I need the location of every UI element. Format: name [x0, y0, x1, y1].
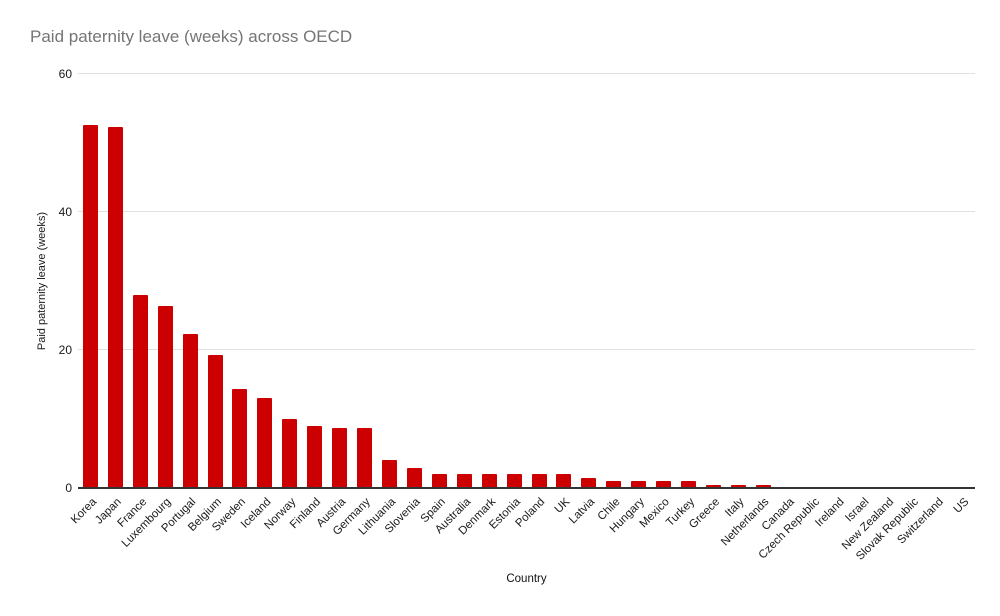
- bar-netherlands: [755, 485, 771, 488]
- gridline-60: [78, 73, 975, 74]
- x-tick-label-us: US: [951, 496, 972, 516]
- bar-luxembourg: [157, 305, 173, 488]
- bar-slot: [327, 74, 352, 488]
- x-label-slot: Greece: [687, 488, 726, 568]
- bar-poland: [531, 474, 547, 488]
- bar-slot: [676, 74, 701, 488]
- chart-title: Paid paternity leave (weeks) across OECD: [30, 27, 353, 46]
- bar-slot: [203, 74, 228, 488]
- y-tick-label-20: 20: [58, 343, 72, 358]
- bar-slot: [452, 74, 477, 488]
- bar-slot: [377, 74, 402, 488]
- bars-row: [78, 74, 975, 488]
- bar-slovenia: [406, 468, 422, 488]
- x-label-slot: Latvia: [567, 488, 601, 568]
- bar-slot: [477, 74, 502, 488]
- bar-slot: [826, 74, 851, 488]
- bar-slot: [701, 74, 726, 488]
- y-axis-ticks: 0 20 40 60: [0, 68, 72, 494]
- bar-latvia: [581, 478, 597, 488]
- bar-france: [132, 294, 148, 488]
- x-label-slot: Switzerland: [896, 488, 950, 568]
- bar-chile: [606, 481, 622, 488]
- bar-slot: [153, 74, 178, 488]
- bar-slot: [427, 74, 452, 488]
- gridline-40: [78, 211, 975, 213]
- x-axis-title: Country: [506, 573, 547, 585]
- x-label-slot: UK: [552, 488, 577, 568]
- bar-slot: [302, 74, 327, 488]
- bar-finland: [307, 425, 323, 488]
- bar-turkey: [681, 481, 697, 488]
- bar-lithuania: [382, 460, 398, 488]
- bar-slot: [776, 74, 801, 488]
- bar-slot: [576, 74, 601, 488]
- bar-slot: [876, 74, 901, 488]
- bar-slot: [801, 74, 826, 488]
- bar-slot: [552, 74, 577, 488]
- bar-slot: [103, 74, 128, 488]
- gridline-20: [78, 349, 975, 351]
- x-tick-label-korea: Korea: [68, 496, 99, 527]
- bar-slot: [78, 74, 103, 488]
- x-label-slot: Ireland: [813, 488, 851, 568]
- y-tick-label-60: 60: [58, 67, 72, 81]
- x-label-slot: Korea: [69, 488, 103, 568]
- bar-denmark: [481, 474, 497, 488]
- bar-slot: [352, 74, 377, 488]
- x-tick-label-uk: UK: [552, 496, 573, 516]
- bar-spain: [431, 473, 447, 488]
- bar-slot: [900, 74, 925, 488]
- bar-korea: [82, 125, 98, 488]
- bar-greece: [706, 485, 721, 488]
- bar-slot: [950, 74, 975, 488]
- y-tick-label-40: 40: [58, 205, 72, 220]
- bar-estonia: [506, 474, 522, 488]
- bar-slot: [277, 74, 302, 488]
- bar-mexico: [656, 481, 672, 488]
- bar-uk: [556, 474, 572, 488]
- bar-norway: [282, 419, 298, 488]
- bar-iceland: [257, 398, 273, 488]
- bar-slot: [402, 74, 427, 488]
- bar-slot: [178, 74, 203, 488]
- bar-slot: [651, 74, 676, 488]
- bar-slot: [502, 74, 527, 488]
- bar-japan: [107, 127, 123, 488]
- bar-portugal: [182, 334, 198, 488]
- bar-slot: [601, 74, 626, 488]
- bar-slot: [128, 74, 153, 488]
- x-label-slot: Poland: [514, 488, 552, 568]
- bar-italy: [730, 485, 746, 488]
- bar-slot: [626, 74, 651, 488]
- bar-australia: [456, 474, 472, 488]
- x-axis-labels: Korea Japan France Luxembourg Portugal Belgiu…: [69, 488, 975, 568]
- x-label-slot: US: [950, 488, 975, 568]
- bar-slot: [751, 74, 776, 488]
- bar-slot: [527, 74, 552, 488]
- plot-area: [78, 73, 975, 489]
- bar-slot: [228, 74, 253, 488]
- bar-slot: [726, 74, 751, 488]
- bar-belgium: [207, 354, 223, 488]
- bar-slot: [252, 74, 277, 488]
- x-label-slot: Slovenia: [383, 488, 427, 568]
- bar-slot: [851, 74, 876, 488]
- bar-sweden: [232, 389, 248, 488]
- bar-germany: [357, 427, 373, 488]
- bar-austria: [332, 427, 348, 488]
- y-tick-label-0: 0: [65, 481, 72, 495]
- bar-hungary: [631, 481, 647, 488]
- bar-slot: [925, 74, 950, 488]
- x-axis-line: [78, 487, 975, 489]
